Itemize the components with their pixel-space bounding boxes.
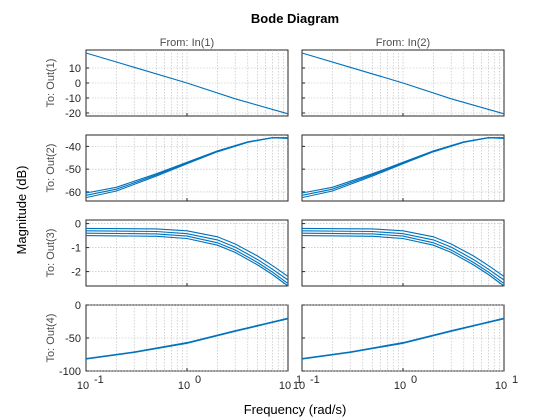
series-line-3: [85, 137, 289, 199]
series-line-1: [301, 52, 505, 115]
series-line-3: [301, 137, 505, 199]
row-label-1: To: Out(1): [45, 59, 57, 108]
x-tick-exponent: 0: [195, 374, 201, 386]
series-line-2: [301, 230, 505, 281]
y-axis-label: Magnitude (dB): [14, 166, 29, 255]
series-line-1: [85, 317, 289, 360]
y-tick-label: -100: [59, 366, 81, 378]
column-title-1: From: In(1): [160, 37, 214, 49]
x-tick-exponent: 0: [411, 374, 417, 386]
series-line-1: [301, 317, 505, 360]
chart-title: Bode Diagram: [251, 11, 339, 26]
row-label-2: To: Out(2): [45, 144, 57, 193]
series-line-4: [85, 235, 289, 287]
series-line-4: [301, 235, 505, 287]
panels-group: From: In(1) From: In(2)To: Out(1)-20-1001…: [45, 37, 518, 392]
series-line-1: [85, 52, 289, 115]
x-axis-label: Frequency (rad/s): [244, 402, 347, 417]
x-tick-label: 10: [77, 380, 89, 392]
y-tick-label: -50: [65, 333, 81, 345]
x-tick-exponent: 1: [512, 374, 518, 386]
y-tick-label: -60: [65, 187, 81, 199]
y-tick-label: 10: [69, 63, 81, 75]
series-line-2: [85, 318, 289, 360]
row-label-3: To: Out(3): [45, 229, 57, 278]
x-tick-exponent: -1: [310, 374, 320, 386]
series-line-3: [85, 232, 289, 285]
panel-r1-c1: -20 -10 0 10: [65, 49, 289, 120]
x-tick-exponent: -1: [94, 374, 104, 386]
y-tick-label: -1: [71, 243, 81, 255]
y-tick-label: 0: [75, 78, 81, 90]
column-title-2: From: In(2): [376, 37, 430, 49]
row-label-4: To: Out(4): [45, 314, 57, 363]
series-line-1: [301, 227, 505, 277]
series-line-1: [85, 227, 289, 277]
panel-r2-c2: [301, 134, 505, 202]
x-tick-label: 10: [495, 380, 507, 392]
y-tick-label: -40: [65, 141, 81, 153]
x-tick-label: 10: [293, 380, 305, 392]
panel-r3-c1: -2 -1 0: [71, 219, 289, 287]
panel-r2-c1: -60 -50 -40: [65, 134, 289, 202]
panel-r3-c2: [301, 219, 505, 287]
y-tick-label: -2: [71, 267, 81, 279]
y-tick-label: 0: [75, 219, 81, 231]
x-tick-exponent: 1: [296, 374, 302, 386]
series-line-3: [301, 232, 505, 285]
y-tick-label: -50: [65, 164, 81, 176]
panel-r1-c2: [301, 49, 505, 117]
y-tick-label: -20: [65, 108, 81, 120]
series-line-2: [301, 318, 505, 360]
series-line-2: [85, 230, 289, 281]
y-tick-label: 0: [75, 300, 81, 312]
x-tick-label: 10: [279, 380, 291, 392]
y-tick-label: -10: [65, 93, 81, 105]
x-tick-label: 10: [178, 380, 190, 392]
panel-r4-c2: 10 -1 10 0 10 1: [293, 304, 518, 392]
x-tick-label: 10: [394, 380, 406, 392]
